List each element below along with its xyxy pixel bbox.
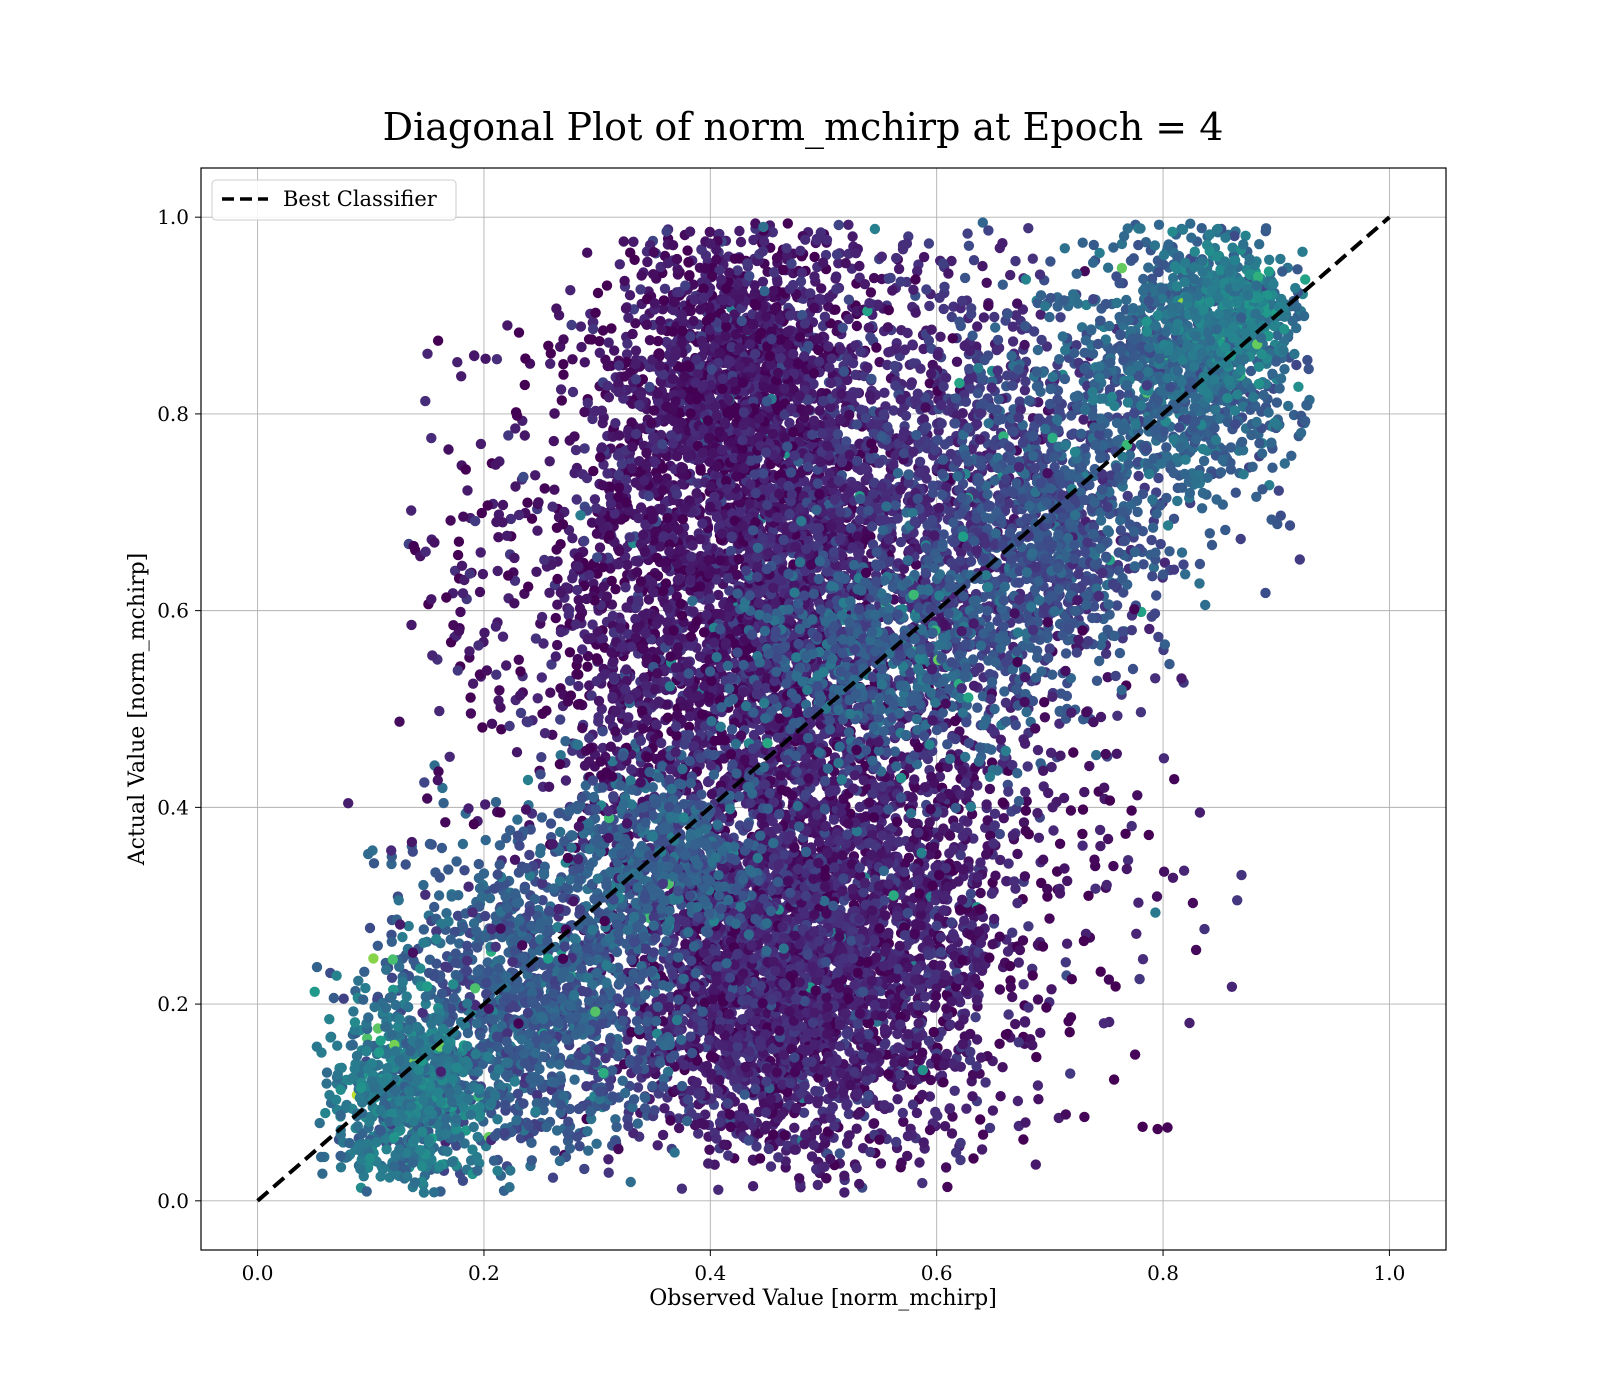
scatter-point (685, 640, 697, 651)
scatter-point (718, 1139, 730, 1150)
scatter-point (708, 637, 720, 648)
scatter-point (1007, 991, 1018, 1003)
scatter-point (747, 1181, 759, 1192)
scatter-point (630, 345, 642, 356)
scatter-point (829, 862, 840, 873)
scatter-point (715, 721, 726, 732)
scatter-point (854, 801, 865, 813)
scatter-point (887, 285, 898, 296)
scatter-point (775, 1109, 787, 1121)
scatter-point (774, 809, 785, 820)
scatter-point (809, 251, 820, 263)
scatter-point (785, 830, 796, 841)
scatter-point (809, 271, 820, 282)
scatter-point (902, 1150, 913, 1162)
scatter-point (843, 294, 855, 305)
scatter-point (753, 588, 764, 599)
scatter-point (724, 1109, 736, 1120)
scatter-point (775, 770, 787, 781)
scatter-point (712, 1086, 724, 1097)
scatter-point (714, 1117, 726, 1128)
scatter-point (772, 732, 784, 743)
scatter-point (738, 687, 749, 698)
scatter-point (584, 732, 595, 744)
scatter-point (869, 223, 881, 235)
scatter-point (821, 992, 832, 1003)
scatter-point (734, 225, 745, 237)
scatter-point (924, 300, 935, 312)
scatter-point (713, 1184, 724, 1196)
scatter-point (704, 1034, 715, 1046)
scatter-points (309, 217, 1315, 1198)
scatter-point (731, 569, 743, 580)
scatter-point (826, 417, 837, 428)
scatter-point (720, 637, 732, 649)
scatter-point (807, 796, 819, 808)
scatter-point (744, 498, 755, 509)
scatter-point (665, 1115, 676, 1126)
scatter-point (1003, 1009, 1014, 1020)
scatter-point (797, 1043, 808, 1055)
scatter-point (865, 1146, 876, 1158)
scatter-point (980, 1077, 991, 1088)
scatter-point (663, 1001, 675, 1013)
scatter-point (747, 743, 758, 754)
scatter-point (683, 729, 695, 741)
chart-title: Diagonal Plot of norm_mchirp at Epoch = … (383, 105, 1224, 150)
scatter-point (778, 849, 790, 860)
scatter-point (822, 1012, 833, 1023)
scatter-point (816, 283, 827, 294)
scatter-point (754, 724, 766, 735)
scatter-point (714, 735, 725, 746)
scatter-point (676, 1183, 688, 1194)
scatter-point (843, 219, 854, 230)
scatter-point (652, 1140, 663, 1151)
scatter-point (817, 1161, 828, 1173)
scatter-point (837, 850, 848, 861)
scatter-point (831, 271, 842, 282)
scatter-point (679, 739, 690, 750)
scatter-point (894, 1069, 905, 1080)
scatter-point (657, 1129, 669, 1141)
scatter-point (703, 1158, 714, 1169)
scatter-point (834, 1148, 845, 1159)
scatter-point (579, 443, 590, 454)
scatter-point (671, 730, 682, 741)
scatter-point (673, 1122, 685, 1134)
scatter-point (667, 969, 679, 980)
scatter-point (814, 488, 825, 500)
scatter-point (698, 627, 710, 638)
scatter-point (741, 644, 752, 656)
scatter-point (659, 1103, 670, 1114)
scatter-point (751, 688, 762, 700)
scatter-point (704, 1144, 715, 1156)
scatter-point (803, 773, 814, 784)
scatter-point (704, 226, 715, 238)
scatter-point (763, 1143, 774, 1155)
scatter-point (800, 234, 811, 245)
scatter-point (731, 625, 743, 637)
scatter-point (723, 601, 734, 612)
scatter-point (773, 1152, 784, 1163)
scatter-point (839, 1170, 850, 1181)
scatter-point (706, 788, 718, 800)
scatter-point (754, 1153, 766, 1164)
scatter-point (830, 304, 841, 315)
scatter-point (789, 1122, 800, 1134)
scatter-point (786, 790, 798, 801)
scatter-point (699, 1119, 710, 1130)
scatter-point (892, 1094, 903, 1105)
scatter-point (659, 283, 671, 294)
